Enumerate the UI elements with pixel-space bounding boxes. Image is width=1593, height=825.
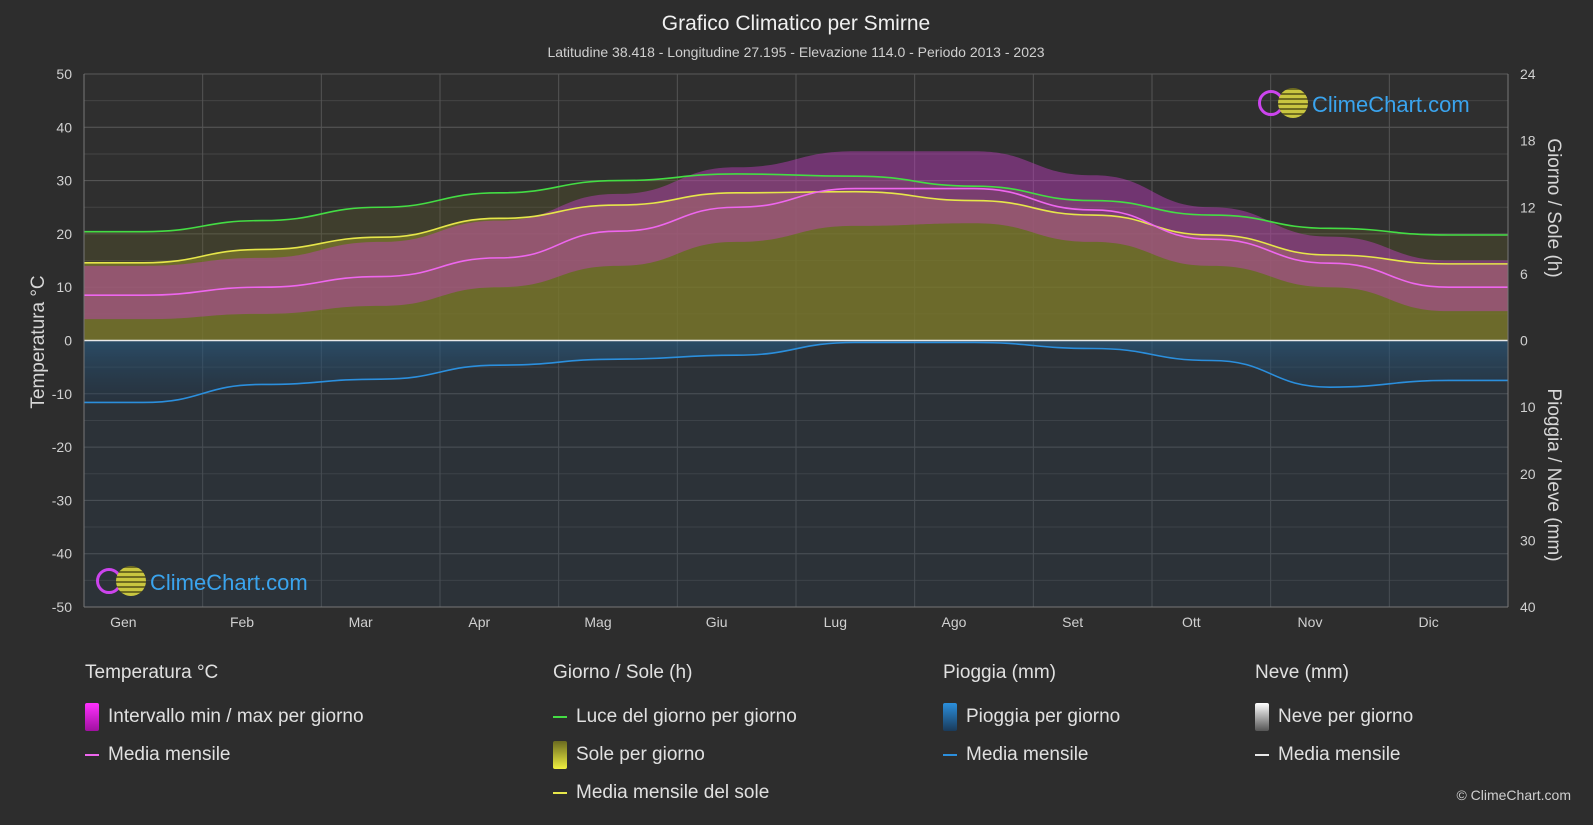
left-tick-label: -20 <box>52 439 72 455</box>
legend-label: Sole per giorno <box>576 744 705 765</box>
plot-area: 50 40 30 20 10 0 -10 -20 -30 -40 -50 24 18 12 6 0 10 20 30… <box>52 66 1536 630</box>
left-tick-label: -30 <box>52 492 72 508</box>
legend-label: Media mensile <box>108 744 231 765</box>
legend-swatch <box>85 754 99 756</box>
temperature-mean-line <box>84 187 1508 296</box>
legend-item: Sole per giorno <box>553 736 797 774</box>
logo-text: ClimeChart.com <box>1312 92 1470 117</box>
legend-swatch <box>553 741 567 769</box>
left-tick-label: 10 <box>56 279 72 295</box>
right-bottom-axis-label: Pioggia / Neve (mm) <box>1543 388 1564 561</box>
month-tick-label: Dic <box>1419 614 1439 630</box>
right-top-tick-label: 18 <box>1520 133 1536 149</box>
right-top-tick-label: 12 <box>1520 199 1536 215</box>
legend-swatch <box>85 703 99 731</box>
left-tick-label: -40 <box>52 546 72 562</box>
left-tick-label: 20 <box>56 226 72 242</box>
month-tick-label: Giu <box>706 614 728 630</box>
left-tick-label: 0 <box>64 333 72 349</box>
legend-item: Media mensile <box>943 736 1120 774</box>
left-tick-label: 30 <box>56 173 72 189</box>
left-tick-label: -50 <box>52 599 72 615</box>
right-bottom-tick-label: 10 <box>1520 399 1536 415</box>
legend-item: Media mensile del sole <box>553 774 797 812</box>
rain-area <box>84 340 1508 403</box>
left-axis-label: Temperatura °C <box>28 275 49 408</box>
month-tick-label: Feb <box>230 614 254 630</box>
legend-item: Media mensile <box>85 736 364 774</box>
temperature-range-band <box>84 151 1508 320</box>
daylight-line <box>84 173 1508 236</box>
right-bottom-tick-label: 30 <box>1520 532 1536 548</box>
month-tick-label: Lug <box>824 614 847 630</box>
chart-title: Grafico Climatico per Smirne <box>662 12 930 35</box>
legend-swatch <box>553 792 567 794</box>
legend-item: Media mensile <box>1255 736 1413 774</box>
legend-label: Luce del giorno per giorno <box>576 706 797 727</box>
sunshine-area <box>84 191 1508 341</box>
daylight-area <box>84 173 1508 341</box>
legend-title: Neve (mm) <box>1255 662 1349 683</box>
legend-item: Pioggia per giorno <box>943 698 1120 736</box>
logo-top: ClimeChart.com <box>1258 88 1470 122</box>
chart-subtitle: Latitudine 38.418 - Longitudine 27.195 -… <box>547 44 1044 60</box>
legend-swatch <box>1255 703 1269 731</box>
legend-item: Neve per giorno <box>1255 698 1413 736</box>
month-tick-label: Ago <box>942 614 967 630</box>
legend-temperature: Temperatura °C Intervallo min / max per … <box>85 662 364 774</box>
month-tick-label: Mag <box>584 614 611 630</box>
legend-label: Pioggia per giorno <box>966 706 1121 727</box>
right-top-tick-label: 0 <box>1520 333 1528 349</box>
right-bottom-tick-label: 20 <box>1520 466 1536 482</box>
month-tick-label: Mar <box>349 614 373 630</box>
right-top-tick-label: 6 <box>1520 266 1528 282</box>
month-tick-label: Set <box>1062 614 1083 630</box>
legend-swatch <box>1255 754 1269 756</box>
legend-daylight-sun: Giorno / Sole (h) Luce del giorno per gi… <box>553 662 797 812</box>
legend-swatch <box>943 754 957 756</box>
legend-item: Intervallo min / max per giorno <box>85 698 364 736</box>
month-tick-label: Ott <box>1182 614 1201 630</box>
month-tick-label: Apr <box>468 614 490 630</box>
legend-swatch <box>553 716 567 718</box>
logo-bottom: ClimeChart.com <box>96 566 308 600</box>
legend-label: Neve per giorno <box>1278 706 1414 727</box>
legend-item: Luce del giorno per giorno <box>553 698 797 736</box>
month-tick-label: Gen <box>110 614 136 630</box>
rain-mean-line <box>83 341 1508 404</box>
legend-title: Pioggia (mm) <box>943 662 1056 683</box>
right-top-tick-label: 24 <box>1520 66 1536 82</box>
legend-label: Media mensile del sole <box>576 782 770 803</box>
left-tick-label: 40 <box>56 119 72 135</box>
legend-label: Media mensile <box>1278 744 1401 765</box>
left-tick-label: -10 <box>52 386 72 402</box>
legend-swatch <box>943 703 957 731</box>
legend-label: Intervallo min / max per giorno <box>108 706 364 727</box>
right-top-axis-label: Giorno / Sole (h) <box>1543 138 1564 277</box>
logo-text: ClimeChart.com <box>150 570 308 595</box>
month-tick-label: Nov <box>1298 614 1323 630</box>
climechart-logo-icon <box>96 566 150 600</box>
copyright: © ClimeChart.com <box>1456 787 1571 803</box>
legend-label: Media mensile <box>966 744 1089 765</box>
legend-rain: Pioggia (mm) Pioggia per giorno Media me… <box>943 662 1120 774</box>
climechart-logo-icon <box>1258 88 1312 122</box>
legend-snow: Neve (mm) Neve per giorno Media mensile <box>1255 662 1413 774</box>
sunshine-mean-line <box>83 190 1509 265</box>
legend-title: Temperatura °C <box>85 662 219 683</box>
rain-backdrop <box>84 340 1508 607</box>
legend-title: Giorno / Sole (h) <box>553 662 693 683</box>
left-tick-label: 50 <box>56 66 72 82</box>
right-bottom-tick-label: 40 <box>1520 599 1536 615</box>
